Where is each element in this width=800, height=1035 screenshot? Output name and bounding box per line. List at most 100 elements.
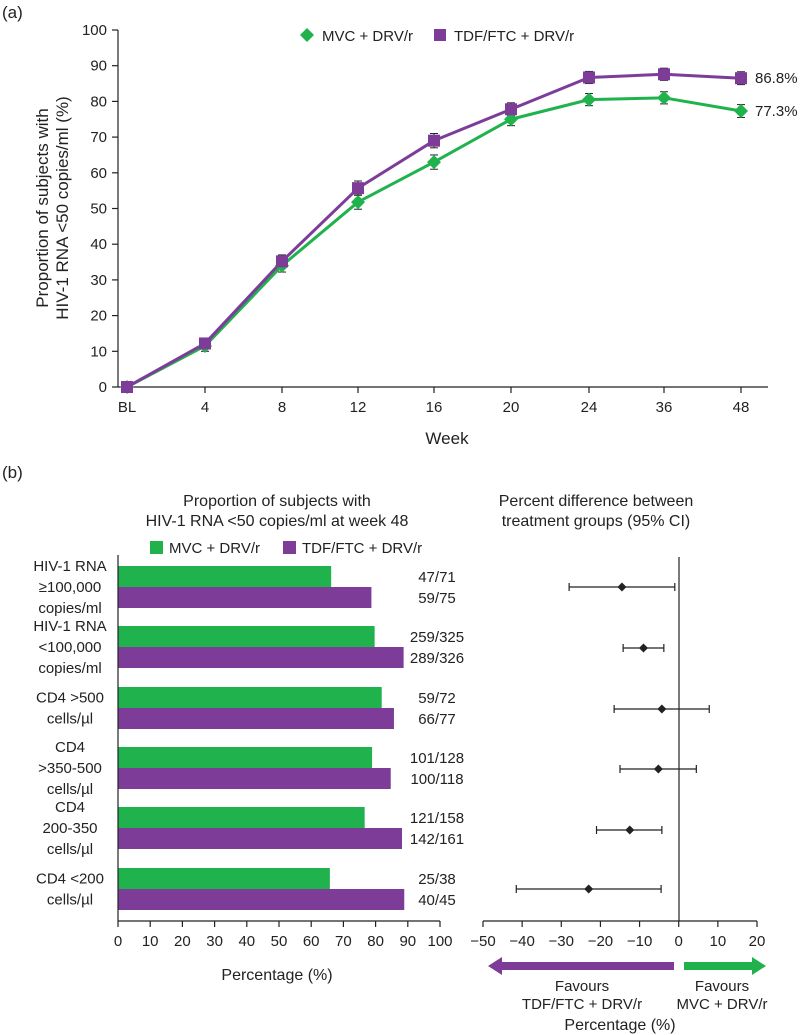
y-tick-label-100: 100 — [82, 22, 107, 39]
x-tick-label-20: 20 — [503, 399, 520, 416]
mvc-point-20 — [504, 112, 518, 127]
forest-x-tick-label-10: 10 — [710, 933, 727, 950]
forest-x-tick-label--20: −20 — [588, 933, 613, 950]
tdf-point-4 — [199, 337, 211, 350]
category-label-4-line-1: CD4 — [55, 739, 85, 756]
tdf-count-label-6: 40/45 — [418, 892, 456, 909]
tdf-count-label-2: 289/326 — [410, 650, 464, 667]
category-label-2-line-3: copies/ml — [38, 660, 101, 677]
bar-x-tick-label-20: 20 — [174, 933, 191, 950]
legend-tdf-square-marker — [434, 29, 446, 41]
forest-x-tick-label-20: 20 — [749, 933, 766, 950]
end-label-tdf: 86.8% — [755, 70, 798, 87]
tdf-count-label-3: 66/77 — [418, 711, 456, 728]
favours-left-line-2: TDF/FTC + DRV/r — [522, 996, 642, 1013]
estimate-diamond — [625, 825, 635, 835]
bar-x-tick-label-100: 100 — [427, 933, 452, 950]
bar-x-tick-label-10: 10 — [142, 933, 159, 950]
y-tick-label-70: 70 — [90, 129, 107, 146]
category-label-4-line-2: >350-500 — [38, 760, 102, 777]
panel-a-label: (a) — [2, 3, 23, 22]
bar-x-tick-label-70: 70 — [335, 933, 352, 950]
line-chart-y-axis: 0 10 20 30 40 50 60 70 80 90 100 — [82, 22, 119, 396]
tdf-bar-6 — [118, 889, 405, 910]
category-label-6-line-2: cells/µl — [47, 892, 93, 909]
bar-legend-tdf-swatch — [283, 541, 296, 554]
y-tick-label-80: 80 — [90, 93, 107, 110]
y-tick-label-50: 50 — [90, 201, 107, 218]
favours-left-line-1: Favours — [555, 978, 609, 995]
tdf-count-label-4: 100/118 — [410, 771, 463, 788]
bar-x-tick-label-0: 0 — [114, 933, 122, 950]
y-tick-label-30: 30 — [90, 272, 107, 289]
forest-row-1 — [568, 582, 676, 592]
x-tick-label-36: 36 — [656, 399, 673, 416]
tdf-point-16 — [428, 134, 440, 147]
mvc-count-label-1: 47/71 — [418, 569, 456, 586]
forest-row-3 — [613, 704, 710, 714]
tdf-count-label-5: 142/161 — [410, 831, 464, 848]
favours-left-arrow — [488, 957, 674, 975]
tdf-bar-1 — [118, 587, 372, 608]
tdf-bar-4 — [118, 768, 391, 789]
mvc-bar-1 — [118, 566, 332, 587]
favours-right-line-1: Favours — [695, 978, 749, 995]
y-tick-label-0: 0 — [99, 379, 107, 396]
category-label-6-line-1: CD4 <200 — [36, 871, 104, 888]
tdf-bar-3 — [118, 708, 394, 729]
bar-chart-bars — [118, 566, 405, 910]
tdf-point-BL — [121, 381, 133, 393]
bar-x-tick-label-30: 30 — [206, 933, 223, 950]
tdf-point-8 — [276, 255, 288, 268]
forest-title-line-1: Percent difference between — [499, 493, 694, 510]
tdf-point-48 — [735, 72, 747, 85]
x-tick-label-BL: BL — [118, 399, 136, 416]
favours-right-arrow — [684, 957, 766, 975]
favours-right-line-2: MVC + DRV/r — [677, 996, 768, 1013]
category-label-1-line-1: HIV-1 RNA — [33, 558, 106, 575]
mvc-count-label-2: 259/325 — [410, 629, 464, 646]
category-label-2-line-1: HIV-1 RNA — [33, 618, 106, 635]
tdf-count-label-1: 59/75 — [418, 590, 456, 607]
bar-x-tick-label-50: 50 — [271, 933, 288, 950]
forest-title-line-2: treatment groups (95% CI) — [502, 513, 691, 530]
favours-arrows — [488, 957, 766, 975]
bar-x-tick-label-90: 90 — [399, 933, 416, 950]
bar-chart-x-axis: 0 10 20 30 40 50 60 70 80 90 100 — [114, 555, 453, 950]
bar-legend-mvc-label: MVC + DRV/r — [169, 540, 260, 557]
estimate-diamond — [638, 643, 648, 653]
forest-x-label: Percentage (%) — [564, 1017, 675, 1034]
x-tick-label-12: 12 — [350, 399, 367, 416]
x-tick-label-48: 48 — [733, 399, 750, 416]
y-tick-label-40: 40 — [90, 236, 107, 253]
mvc-count-label-5: 121/158 — [410, 810, 464, 827]
mvc-count-label-6: 25/38 — [418, 871, 456, 888]
bar-chart-x-label: Percentage (%) — [221, 967, 332, 984]
tdf-bar-2 — [118, 647, 404, 668]
mvc-point-12 — [351, 195, 365, 210]
category-label-5-line-3: cells/µl — [47, 841, 93, 858]
bar-chart-title-line-2: HIV-1 RNA <50 copies/ml at week 48 — [146, 513, 409, 530]
bar-x-tick-label-80: 80 — [367, 933, 384, 950]
bar-chart-legend: MVC + DRV/r TDF/FTC + DRV/r — [150, 540, 422, 557]
y-tick-label-90: 90 — [90, 58, 107, 75]
legend-tdf-label: TDF/FTC + DRV/r — [454, 28, 574, 45]
line-chart-series — [120, 67, 748, 394]
bar-chart-title-line-1: Proportion of subjects with — [183, 493, 371, 510]
tdf-point-12 — [352, 182, 364, 195]
mvc-bar-3 — [118, 687, 382, 708]
x-tick-label-24: 24 — [581, 399, 598, 416]
forest-row-4 — [619, 764, 697, 774]
tdf-point-20 — [505, 103, 517, 116]
end-label-mvc: 77.3% — [755, 103, 798, 120]
mvc-bar-6 — [118, 868, 330, 889]
line-chart-legend: MVC + DRV/r TDF/FTC + DRV/r — [300, 28, 574, 45]
forest-points — [515, 582, 710, 894]
forest-x-tick-label-0: 0 — [675, 933, 683, 950]
forest-x-axis: −50 −40 −30 −20 −10 0 10 20 — [470, 557, 765, 950]
legend-mvc-label: MVC + DRV/r — [322, 28, 413, 45]
y-label-line-2: HIV-1 RNA <50 copies/ml (%) — [53, 96, 72, 319]
forest-x-tick-label--10: −10 — [627, 933, 652, 950]
